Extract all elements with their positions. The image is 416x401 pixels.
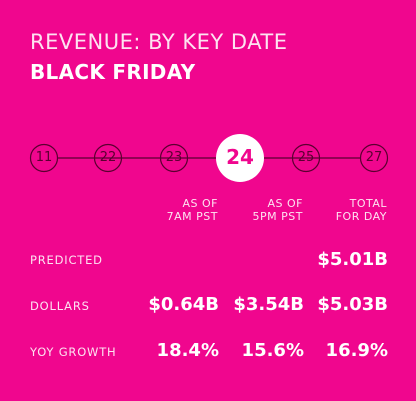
date-circle-22 [93, 143, 123, 173]
date-label[interactable]: 27 [365, 150, 383, 165]
column-header-line: FOR DAY [335, 210, 387, 223]
column-header-total: TOTAL FOR DAY [307, 197, 387, 223]
date-circle-24-active [216, 134, 264, 182]
date-label[interactable]: 11 [35, 150, 53, 165]
row-label-predicted: PREDICTED [30, 253, 103, 267]
row-label-yoy-growth: YOY GROWTH [30, 345, 117, 359]
column-header-line: 7AM PST [166, 210, 218, 223]
dollars-value-5pm: $3.54B [233, 294, 304, 315]
yoy-value-5pm: 15.6% [241, 340, 304, 361]
column-header-line: TOTAL [349, 197, 387, 210]
column-header-line: 5PM PST [252, 210, 303, 223]
date-label[interactable]: 22 [99, 150, 117, 165]
date-circle-27 [359, 143, 389, 173]
timeline-track [29, 134, 389, 182]
row-label-dollars: DOLLARS [30, 299, 90, 313]
yoy-value-total: 16.9% [325, 340, 388, 361]
dashboard-subtitle: REVENUE: BY KEY DATE [30, 30, 288, 54]
column-header-line: AS OF [182, 197, 218, 210]
predicted-value: $5.01B [317, 249, 388, 270]
yoy-value-7am: 18.4% [156, 340, 219, 361]
date-label[interactable]: 23 [165, 150, 183, 165]
date-label[interactable]: 25 [297, 150, 315, 165]
dashboard-title: BLACK FRIDAY [30, 60, 196, 84]
date-circle-11 [29, 143, 59, 173]
column-header-line: AS OF [267, 197, 303, 210]
date-circle-23 [159, 143, 189, 173]
date-label-active[interactable]: 24 [226, 145, 254, 169]
dollars-value-7am: $0.64B [148, 294, 219, 315]
date-timeline: 11 22 23 24 25 27 [0, 130, 416, 186]
date-circle-25 [291, 143, 321, 173]
column-header-7am: AS OF 7AM PST [138, 197, 218, 223]
column-header-5pm: AS OF 5PM PST [223, 197, 303, 223]
dollars-value-total: $5.03B [317, 294, 388, 315]
